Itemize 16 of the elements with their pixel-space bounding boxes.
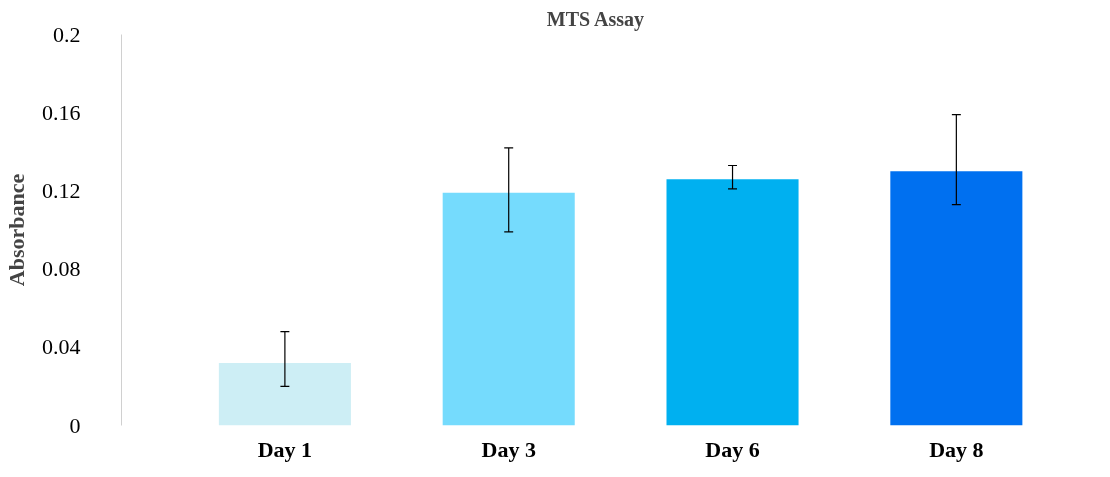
y-tick-label: 0.12	[42, 177, 81, 203]
chart-title: MTS Assay	[546, 7, 645, 31]
y-tick-label: 0.08	[42, 256, 81, 282]
x-tick-label: Day 6	[705, 436, 760, 462]
y-tick-label: 0.04	[42, 334, 81, 360]
bar	[442, 192, 575, 426]
bar	[218, 362, 351, 426]
x-tick-label: Day 8	[929, 436, 984, 462]
bar	[666, 179, 799, 426]
x-tick-label: Day 3	[481, 436, 536, 462]
y-axis-title: Absorbance	[4, 173, 29, 287]
y-tick-label: 0.2	[53, 21, 81, 47]
y-tick-label: 0	[69, 412, 81, 438]
bar	[890, 171, 1023, 426]
y-tick-label: 0.16	[42, 99, 81, 125]
x-tick-label: Day 1	[257, 436, 313, 462]
